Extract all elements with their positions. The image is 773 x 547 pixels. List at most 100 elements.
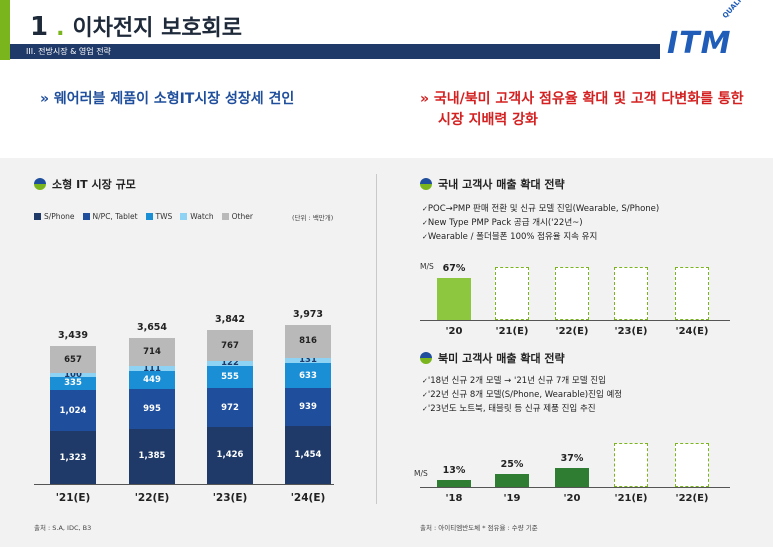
x-tick-label: '23(E) (614, 326, 648, 337)
bar-segment-s-phone: 1,323 (50, 431, 96, 484)
share-value-label: 25% (500, 459, 524, 470)
projected-share-bar (555, 267, 589, 320)
x-tick-label: '20 (563, 493, 581, 504)
logo-wordmark: ITM (667, 26, 732, 61)
legend-label: TWS (155, 212, 173, 221)
bar-segment-n-pc-tablet: 972 (207, 388, 253, 427)
x-tick-label: '21(E) (614, 493, 648, 504)
headline-right-line1: 국내/북미 고객사 점유율 확대 및 고객 다변화를 통한 (433, 91, 744, 107)
ms-label: M/S (420, 262, 434, 271)
bullet-item: Wearable / 폴더블폰 100% 점유율 지속 유지 (422, 230, 659, 244)
globe-icon (34, 178, 46, 190)
legend-item: Watch (180, 212, 214, 221)
bar-segment-s-phone: 1,426 (207, 426, 253, 484)
headline-right: » 국내/북미 고객사 점유율 확대 및 고객 다변화를 통한 시장 지배력 강… (420, 89, 750, 131)
bar-segment-n-pc-tablet: 1,024 (50, 390, 96, 432)
x-tick-label: '22(E) (555, 326, 589, 337)
title-text: 이차전지 보호회로 (72, 16, 243, 41)
itm-logo: QUALITY & SOLUTION ITM (667, 0, 773, 61)
bar-segment-n-pc-tablet: 995 (129, 388, 175, 429)
bar-segment-s-phone: 1,385 (129, 428, 175, 484)
globe-icon (420, 352, 432, 364)
x-tick-label: '18 (445, 493, 463, 504)
projected-share-bar (614, 442, 648, 487)
x-tick-label: '21(E) (55, 492, 91, 504)
title-dot: . (56, 16, 65, 41)
legend-label: Other (231, 212, 253, 221)
bar-segment-n-pc-tablet: 939 (285, 388, 331, 426)
x-axis (34, 484, 334, 485)
x-tick-label: '23(E) (212, 492, 248, 504)
bar-total-label: 3,842 (214, 314, 246, 326)
ms-label: M/S (414, 469, 428, 478)
na-bullets: '18년 신규 2개 모델 → '21년 신규 7개 모델 진입 '22년 신규… (422, 374, 622, 416)
bar-segment-watch: 131 (285, 355, 331, 365)
source-left: 출처 : S.A, IDC, B3 (34, 524, 92, 532)
subtitle-text: III. 전방시장 & 영업 전략 (26, 47, 111, 56)
bullet-item: '18년 신규 2개 모델 → '21년 신규 7개 모델 진입 (422, 374, 622, 388)
bar-total-label: 3,973 (292, 309, 324, 321)
legend-swatch (180, 213, 188, 220)
unit-note: (단위 : 백만개) (292, 214, 334, 222)
share-bar (437, 480, 471, 487)
x-axis (420, 320, 730, 321)
bullet-item: '23년도 노트북, 태블릿 등 신규 제품 진입 추진 (422, 402, 622, 416)
x-tick-label: '24(E) (675, 326, 709, 337)
bullet-item: POC→PMP 판매 전환 및 신규 모델 진입(Wearable, S/Pho… (422, 202, 659, 216)
section-title-text: 국내 고객사 매출 확대 전략 (438, 178, 565, 191)
legend-label: N/PC, Tablet (92, 212, 138, 221)
legend-label: S/Phone (44, 212, 75, 221)
bullet-item: '22년 신규 8개 모델(S/Phone, Wearable)진입 예정 (422, 388, 622, 402)
share-bar (555, 467, 589, 487)
section-title-text: 북미 고객사 매출 확대 전략 (438, 352, 565, 365)
bar-segment-other: 816 (285, 325, 331, 358)
source-right: 출처 : 아이티엠반도체 * 점유율 : 수량 기준 (420, 524, 538, 532)
chart-legend: S/Phone N/PC, Tablet TWS Watch Other (34, 212, 253, 221)
bar-segment-other: 767 (207, 330, 253, 361)
x-tick-label: '21(E) (495, 326, 529, 337)
legend-swatch (145, 213, 153, 220)
legend-item: TWS (145, 212, 173, 221)
bar-segment-watch: 111 (129, 364, 175, 374)
projected-share-bar (614, 267, 648, 320)
bar-segment-other: 714 (129, 337, 175, 367)
headline-left-text: 웨어러블 제품이 소형IT시장 성장세 견인 (53, 91, 295, 107)
projected-share-bar (675, 442, 709, 487)
bar-total-label: 3,439 (57, 330, 89, 342)
arrow-icon: » (40, 91, 50, 107)
section-title-domestic: 국내 고객사 매출 확대 전략 (420, 176, 565, 192)
x-tick-label: '20 (445, 326, 463, 337)
x-tick-label: '22(E) (134, 492, 170, 504)
x-tick-label: '19 (503, 493, 521, 504)
x-axis (420, 487, 730, 488)
share-value-label: 67% (442, 263, 466, 275)
panel-divider (376, 174, 377, 504)
x-tick-label: '22(E) (675, 493, 709, 504)
headline-right-line2: 시장 지배력 강화 (438, 112, 538, 128)
bar-segment-tws: 555 (207, 365, 253, 389)
legend-label: Watch (190, 212, 214, 221)
section-title-na: 북미 고객사 매출 확대 전략 (420, 350, 565, 366)
bar-segment-watch: 122 (207, 358, 253, 368)
share-value-label: 37% (560, 452, 584, 464)
section-title-market: 소형 IT 시장 규모 (34, 176, 136, 192)
page-header: 1. 이차전지 보호회로 III. 전방시장 & 영업 전략 QUALITY &… (0, 0, 773, 64)
domestic-bullets: POC→PMP 판매 전환 및 신규 모델 진입(Wearable, S/Pho… (422, 202, 659, 244)
legend-swatch (221, 213, 229, 220)
subtitle-bar: III. 전방시장 & 영업 전략 (10, 44, 660, 59)
legend-swatch (34, 213, 41, 220)
bar-segment-tws: 633 (285, 362, 331, 389)
x-tick-label: '24(E) (290, 492, 326, 504)
bar-segment-watch: 100 (50, 370, 96, 380)
legend-item: N/PC, Tablet (82, 212, 138, 221)
bar-segment-tws: 449 (129, 370, 175, 389)
legend-swatch (82, 213, 90, 220)
logo-tagline: QUALITY & SOLUTION (721, 0, 773, 20)
legend-item: S/Phone (34, 212, 75, 221)
header-accent (0, 0, 10, 60)
globe-icon (420, 178, 432, 190)
arrow-icon: » (420, 91, 430, 107)
bullet-item: New Type PMP Pack 공급 개시('22년~) (422, 216, 659, 230)
legend-item: Other (221, 212, 253, 221)
share-value-label: 13% (442, 465, 466, 477)
